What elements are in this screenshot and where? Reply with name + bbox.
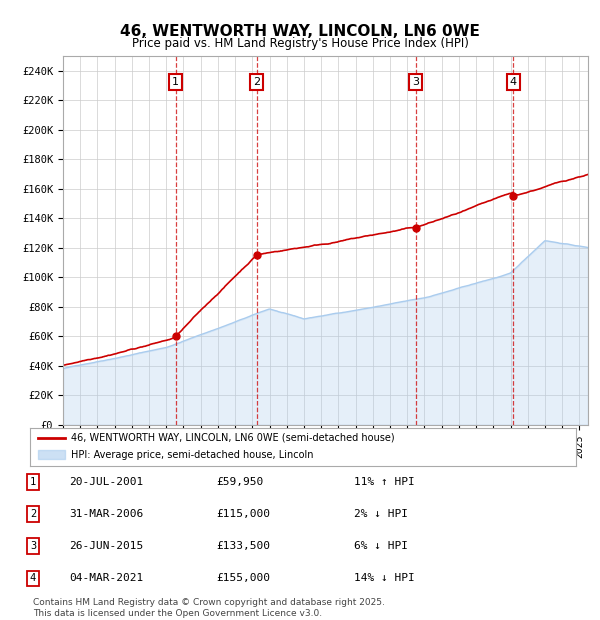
Text: £155,000: £155,000 <box>216 574 270 583</box>
Text: 4: 4 <box>510 78 517 87</box>
Text: 31-MAR-2006: 31-MAR-2006 <box>69 509 143 519</box>
Text: 3: 3 <box>412 78 419 87</box>
Text: 2: 2 <box>30 509 36 519</box>
Text: 11% ↑ HPI: 11% ↑ HPI <box>354 477 415 487</box>
Text: HPI: Average price, semi-detached house, Lincoln: HPI: Average price, semi-detached house,… <box>71 451 313 461</box>
Text: 4: 4 <box>30 574 36 583</box>
Text: £133,500: £133,500 <box>216 541 270 551</box>
Text: 6% ↓ HPI: 6% ↓ HPI <box>354 541 408 551</box>
Text: £115,000: £115,000 <box>216 509 270 519</box>
Text: 14% ↓ HPI: 14% ↓ HPI <box>354 574 415 583</box>
Text: 26-JUN-2015: 26-JUN-2015 <box>69 541 143 551</box>
Text: £59,950: £59,950 <box>216 477 263 487</box>
Text: 3: 3 <box>30 541 36 551</box>
Text: Contains HM Land Registry data © Crown copyright and database right 2025.
This d: Contains HM Land Registry data © Crown c… <box>33 598 385 618</box>
Text: 20-JUL-2001: 20-JUL-2001 <box>69 477 143 487</box>
Text: 04-MAR-2021: 04-MAR-2021 <box>69 574 143 583</box>
Text: 1: 1 <box>172 78 179 87</box>
Text: Price paid vs. HM Land Registry's House Price Index (HPI): Price paid vs. HM Land Registry's House … <box>131 37 469 50</box>
Text: 1: 1 <box>30 477 36 487</box>
Text: 2% ↓ HPI: 2% ↓ HPI <box>354 509 408 519</box>
Text: 46, WENTWORTH WAY, LINCOLN, LN6 0WE (semi-detached house): 46, WENTWORTH WAY, LINCOLN, LN6 0WE (sem… <box>71 433 395 443</box>
Text: 2: 2 <box>253 78 260 87</box>
Text: 46, WENTWORTH WAY, LINCOLN, LN6 0WE: 46, WENTWORTH WAY, LINCOLN, LN6 0WE <box>120 24 480 38</box>
